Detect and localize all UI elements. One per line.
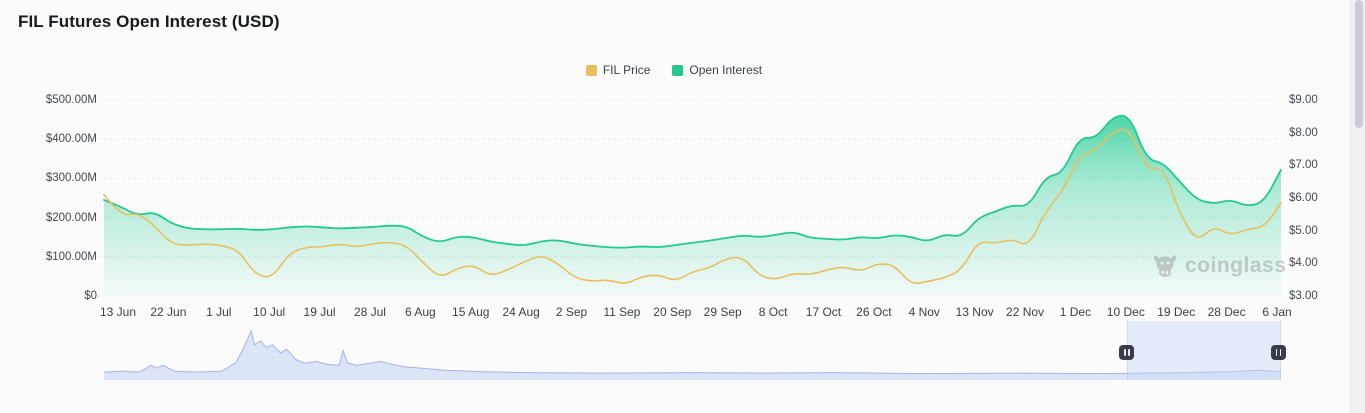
navigator-left-handle[interactable] — [1119, 344, 1135, 360]
y-axis-right-label: $3.00 — [1289, 290, 1318, 302]
navigator-selection-window[interactable] — [1126, 321, 1281, 380]
y-axis-left-label: $200.00M — [45, 211, 97, 224]
legend-label: Open Interest — [689, 63, 763, 77]
watermark: coinglass — [1152, 253, 1286, 279]
x-axis-label: 6 Aug — [404, 305, 436, 319]
x-axis-label: 6 Jan — [1262, 305, 1292, 319]
x-axis-label: 10 Jul — [253, 305, 286, 319]
y-axis-left-label: $100.00M — [45, 250, 97, 263]
scrollbar-thumb[interactable] — [1355, 0, 1363, 128]
legend-item-fil-price[interactable]: FIL Price — [585, 63, 651, 77]
x-axis-label: 28 Dec — [1207, 305, 1246, 319]
y-axis-left-label: $0 — [84, 290, 97, 302]
y-axis-left-label: $400.00M — [45, 133, 97, 146]
x-axis-label: 19 Jul — [303, 305, 336, 319]
y-axis-left-label: $500.00M — [45, 94, 97, 106]
x-axis-label: 8 Oct — [758, 305, 788, 319]
x-axis-label: 1 Jul — [206, 305, 232, 319]
y-axis-left-label: $300.00M — [45, 172, 97, 185]
legend-item-open-interest[interactable]: Open Interest — [672, 63, 762, 77]
navigator-right-handle[interactable] — [1271, 344, 1287, 360]
x-axis-label: 13 Jun — [99, 305, 137, 319]
x-axis-label: 28 Jul — [353, 305, 386, 319]
y-axis-right-label: $5.00 — [1289, 224, 1318, 237]
fil-price-swatch-icon — [585, 64, 597, 76]
x-axis-label: 24 Aug — [502, 305, 540, 319]
watermark-text: coinglass — [1185, 254, 1287, 277]
y-axis-right-label: $7.00 — [1289, 159, 1318, 172]
x-axis-label: 15 Aug — [452, 305, 490, 319]
coinglass-bull-icon — [1153, 255, 1177, 277]
x-axis-label: 1 Dec — [1059, 305, 1092, 319]
x-axis-label: 11 Sep — [603, 305, 641, 319]
x-axis-label: 26 Oct — [856, 305, 892, 319]
scrollbar-track[interactable] — [1350, 0, 1365, 413]
y-axis-right-label: $6.00 — [1289, 192, 1318, 204]
x-axis-label: 10 Dec — [1106, 305, 1145, 319]
x-axis-label: 29 Sep — [703, 305, 742, 319]
open-interest-swatch-icon — [672, 64, 684, 76]
x-axis-label: 19 Dec — [1157, 305, 1196, 319]
x-axis-label: 17 Oct — [805, 305, 842, 319]
x-axis-label: 13 Nov — [955, 305, 994, 319]
legend: FIL Price Open Interest — [0, 63, 1348, 77]
y-axis-right-label: $8.00 — [1289, 126, 1318, 139]
x-axis-label: 22 Nov — [1006, 305, 1045, 319]
x-axis-label: 20 Sep — [653, 305, 692, 319]
x-axis-label: 2 Sep — [555, 305, 588, 319]
y-axis-right-label: $9.00 — [1289, 94, 1318, 106]
x-axis-label: 4 Nov — [908, 305, 940, 319]
legend-label: FIL Price — [602, 63, 651, 77]
x-axis-label: 22 Jun — [150, 305, 187, 319]
page-title: FIL Futures Open Interest (USD) — [18, 12, 280, 31]
y-axis-right-label: $4.00 — [1289, 257, 1318, 270]
